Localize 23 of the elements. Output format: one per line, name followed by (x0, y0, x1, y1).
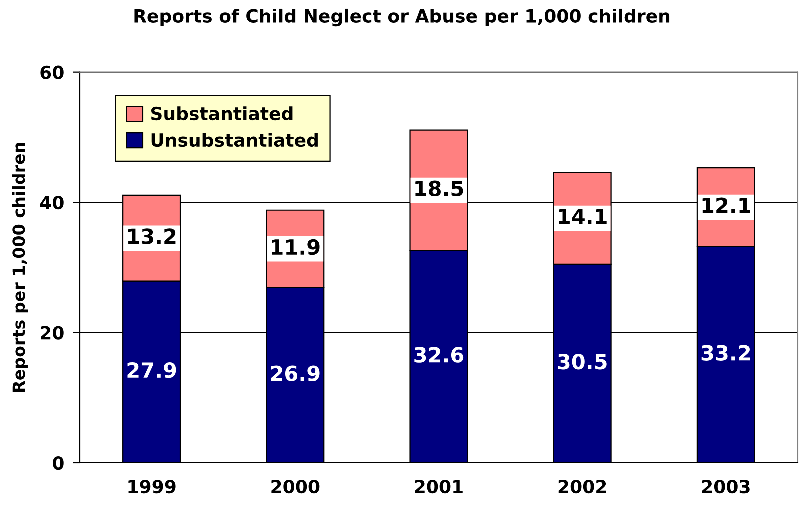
chart-title: Reports of Child Neglect or Abuse per 1,000 children (134, 8, 670, 27)
y-tick-label: 20 (41, 326, 64, 340)
y-axis-title: Reports per 1,000 children (12, 143, 28, 392)
data-label: 27.9 (128, 362, 176, 378)
x-tick-label: 1999 (128, 480, 176, 494)
data-label: 18.5 (416, 180, 464, 197)
data-label: 26.9 (271, 366, 320, 382)
data-label: 14.1 (559, 209, 607, 224)
data-label: 12.1 (702, 198, 750, 214)
legend-label: Substantiated (151, 106, 293, 121)
y-tick-label: 0 (53, 456, 64, 470)
data-label: 33.2 (702, 345, 750, 361)
x-tick-label: 2000 (272, 480, 320, 494)
y-tick-label: 60 (40, 66, 64, 80)
legend-label: Unsubstantiated (152, 133, 318, 148)
y-tick-label: 40 (40, 196, 64, 210)
x-tick-label: 2002 (558, 480, 606, 494)
x-tick-label: 2003 (702, 480, 750, 494)
data-label: 30.5 (558, 354, 607, 370)
data-label: 11.9 (272, 239, 320, 256)
data-label: 32.6 (414, 347, 464, 363)
x-tick-label: 2001 (415, 480, 463, 494)
data-label: 13.2 (128, 228, 176, 244)
